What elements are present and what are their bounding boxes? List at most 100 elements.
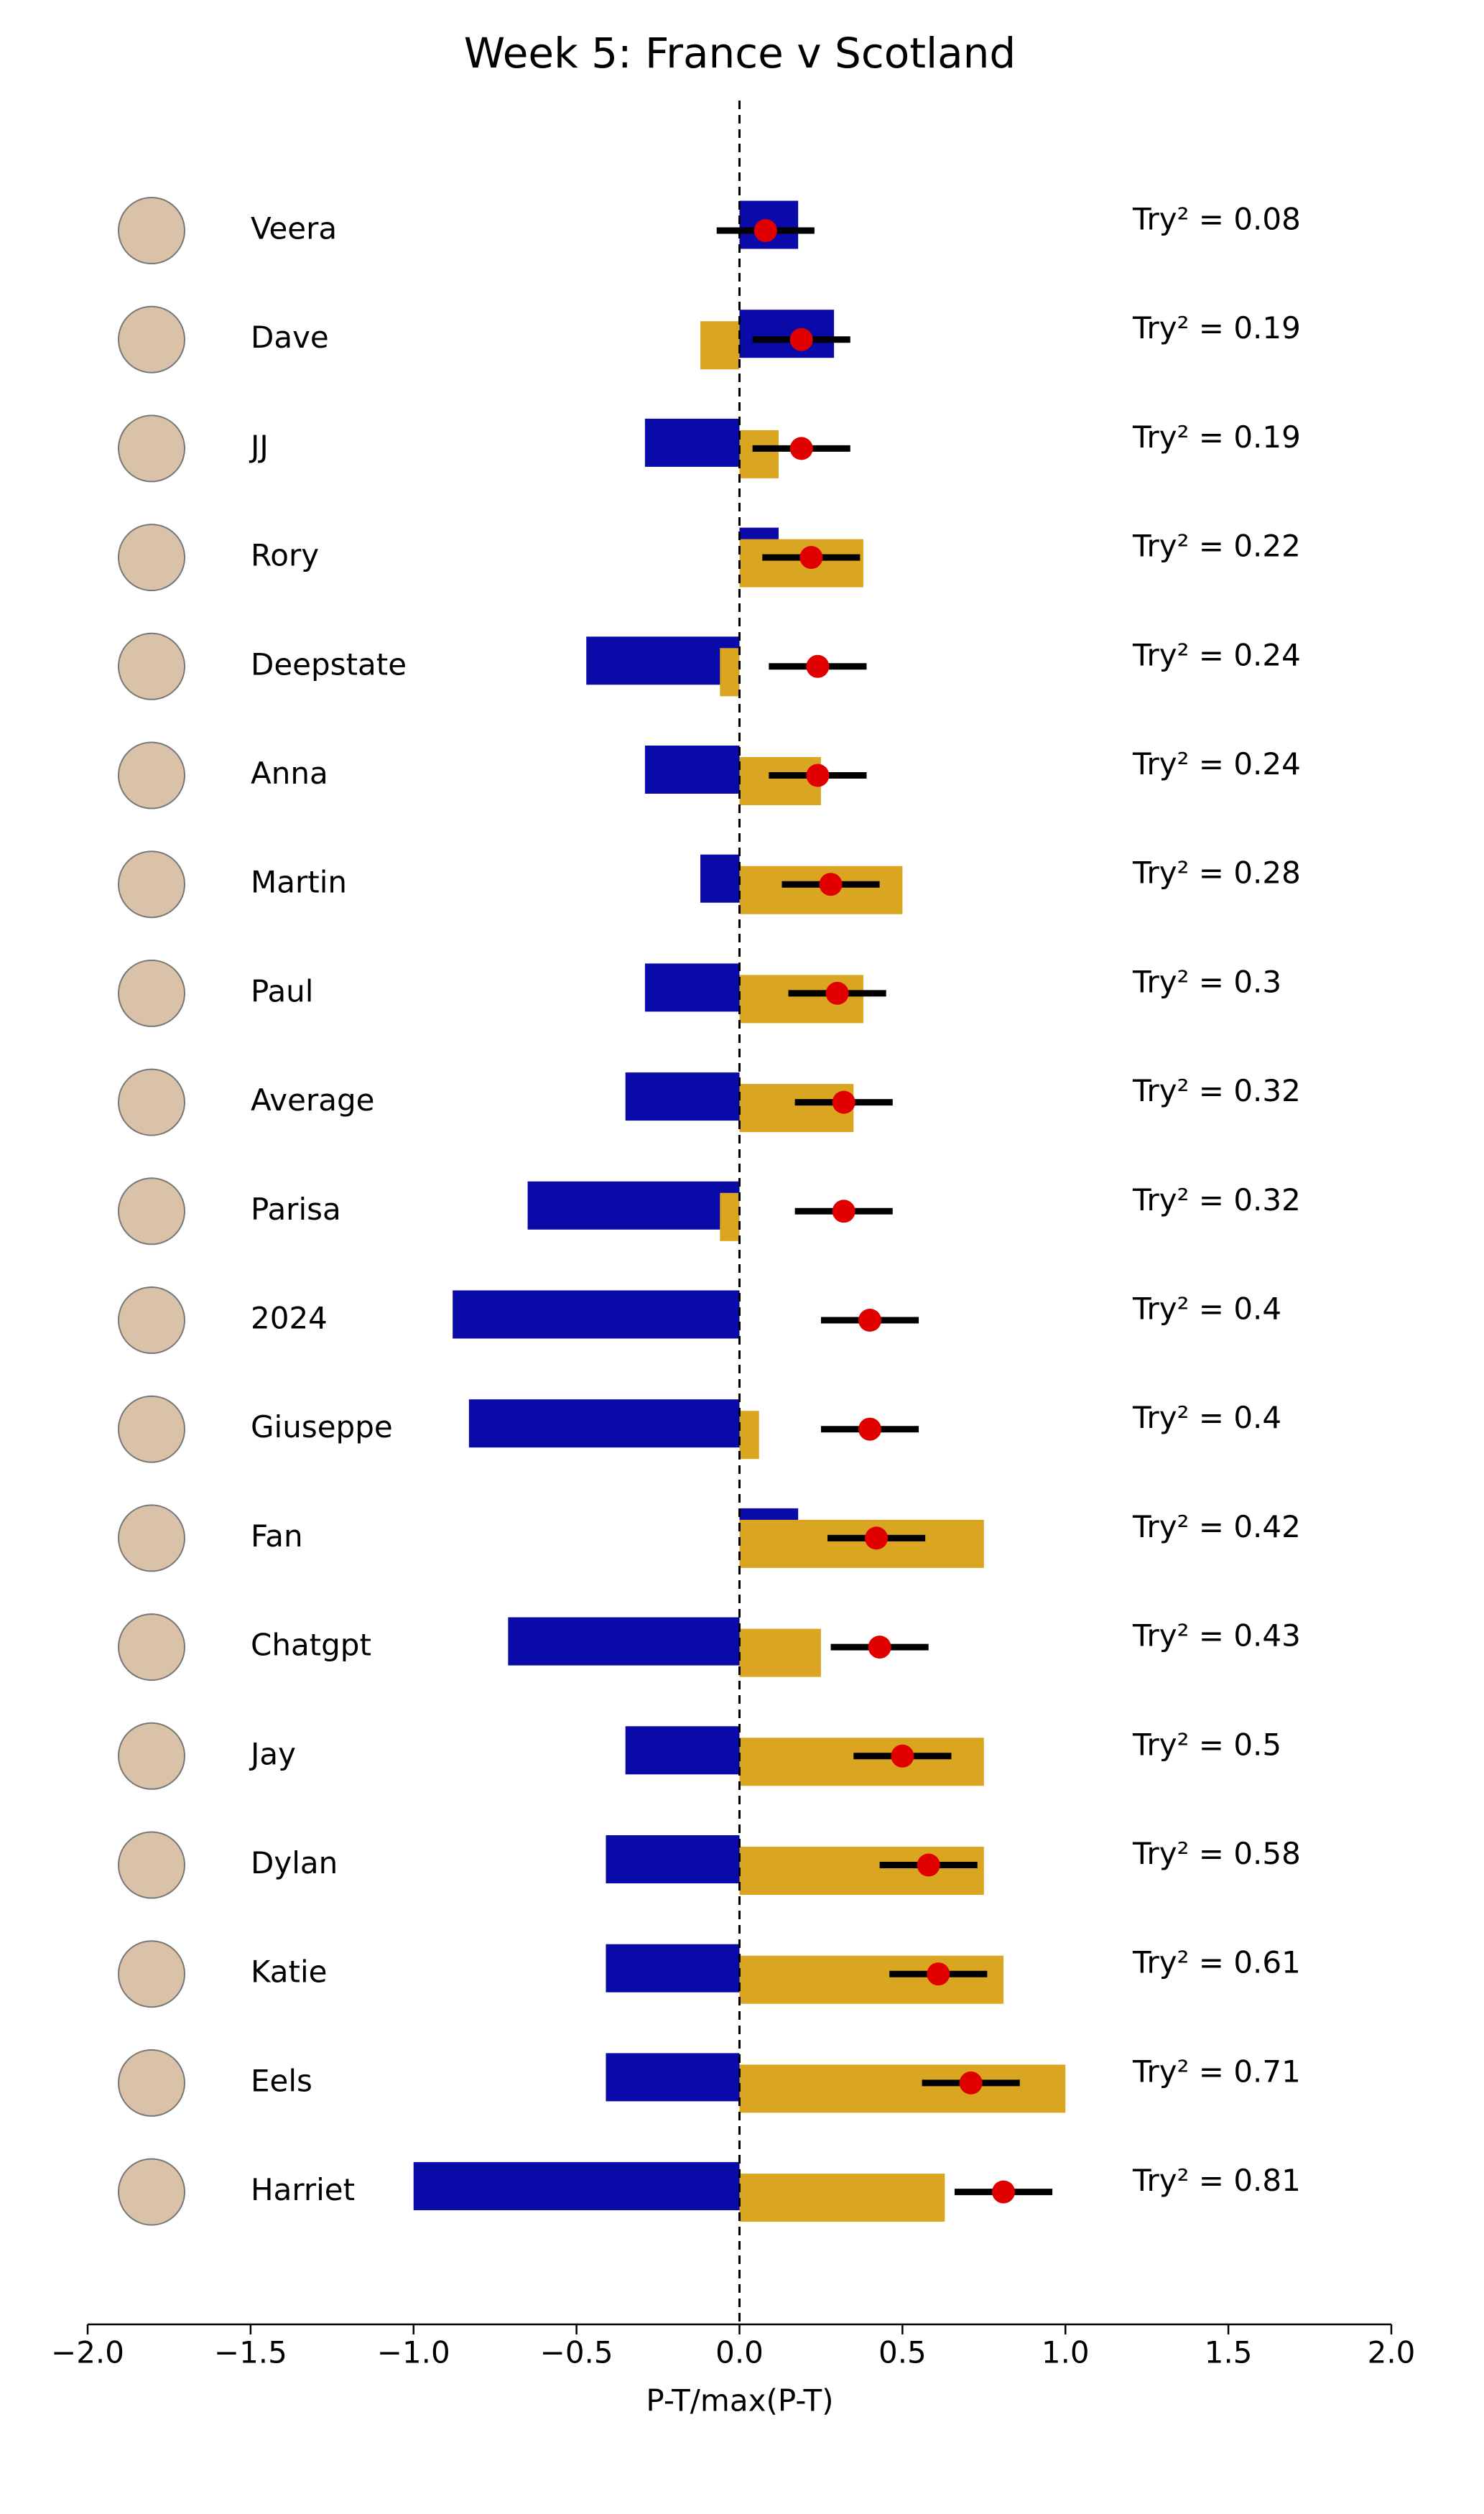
bar <box>739 310 835 358</box>
bar <box>739 757 821 805</box>
avatar <box>118 850 185 919</box>
avatar <box>118 2049 185 2117</box>
avatar <box>118 1177 185 1246</box>
bar <box>644 746 740 794</box>
avatar <box>118 1940 185 2008</box>
category-label: Dylan <box>251 1845 338 1880</box>
avatar <box>118 197 185 264</box>
x-tick-label: 0.0 <box>715 2335 764 2370</box>
bar <box>739 2064 1066 2113</box>
bar <box>625 1726 740 1775</box>
bar <box>739 1847 984 1895</box>
value-label: Try² = 0.4 <box>1132 1400 1281 1435</box>
point <box>806 764 830 787</box>
point <box>819 873 843 896</box>
value-label: Try² = 0.24 <box>1132 637 1301 672</box>
x-tick-label: 2.0 <box>1368 2335 1416 2370</box>
point <box>832 1200 855 1223</box>
category-label: Dave <box>251 320 329 355</box>
bar <box>644 963 740 1012</box>
bar <box>606 1944 740 1993</box>
bar <box>739 1628 821 1677</box>
category-label: Giuseppe <box>251 1409 393 1444</box>
category-label: Parisa <box>251 1192 341 1227</box>
category-label: Anna <box>251 756 328 791</box>
x-tick-label: 1.0 <box>1042 2335 1090 2370</box>
x-tick-label: −1.0 <box>377 2335 450 2370</box>
category-label: Average <box>251 1082 374 1118</box>
avatar <box>118 1286 185 1354</box>
avatar <box>118 1504 185 1572</box>
bar <box>453 1290 740 1339</box>
avatar <box>118 524 185 592</box>
avatar <box>118 1395 185 1463</box>
category-label: Martin <box>251 865 347 900</box>
point <box>825 981 849 1005</box>
value-label: Try² = 0.08 <box>1132 202 1301 237</box>
value-label: Try² = 0.19 <box>1132 310 1301 345</box>
value-label: Try² = 0.5 <box>1132 1727 1281 1762</box>
point <box>753 219 777 242</box>
category-label: Deepstate <box>251 646 407 682</box>
point <box>789 437 813 460</box>
bar <box>586 636 740 685</box>
bar <box>700 854 740 903</box>
avatar <box>118 2158 185 2226</box>
chart-title: Week 5: France v Scotland <box>464 29 1016 78</box>
value-label: Try² = 0.81 <box>1132 2163 1301 2198</box>
avatar <box>118 741 185 810</box>
avatar <box>118 1613 185 1682</box>
bar <box>644 418 740 467</box>
category-label: Paul <box>251 973 313 1008</box>
bar <box>720 1192 740 1241</box>
point <box>832 1090 855 1114</box>
bar <box>720 648 740 697</box>
category-label: Rory <box>251 538 319 573</box>
x-tick-label: 1.5 <box>1205 2335 1253 2370</box>
avatar <box>118 1068 185 1136</box>
point <box>789 328 813 351</box>
bar <box>468 1399 740 1448</box>
avatar <box>118 1722 185 1790</box>
value-label: Try² = 0.19 <box>1132 419 1301 455</box>
value-label: Try² = 0.28 <box>1132 855 1301 891</box>
value-label: Try² = 0.58 <box>1132 1836 1301 1871</box>
point <box>992 2180 1016 2204</box>
category-label: Harriet <box>251 2172 355 2207</box>
point <box>858 1417 881 1441</box>
category-label: 2024 <box>251 1301 328 1336</box>
category-label: Jay <box>249 1736 296 1771</box>
avatar <box>118 959 185 1027</box>
x-tick-label: −0.5 <box>540 2335 613 2370</box>
bar <box>606 1835 740 1883</box>
point <box>865 1526 889 1550</box>
bar <box>739 1411 759 1460</box>
category-label: JJ <box>249 429 269 464</box>
value-label: Try² = 0.22 <box>1132 529 1301 564</box>
value-label: Try² = 0.32 <box>1132 1182 1301 1217</box>
category-label: Fan <box>251 1518 303 1554</box>
value-label: Try² = 0.4 <box>1132 1291 1281 1327</box>
point <box>868 1636 891 1659</box>
avatar <box>118 305 185 374</box>
point <box>927 1962 950 1986</box>
point <box>891 1744 914 1768</box>
bar <box>606 2053 740 2102</box>
category-label: Eels <box>251 2063 312 2098</box>
avatar <box>118 632 185 700</box>
value-label: Try² = 0.24 <box>1132 746 1301 781</box>
value-label: Try² = 0.32 <box>1132 1073 1301 1108</box>
avatar <box>118 1831 185 1899</box>
point <box>917 1853 940 1877</box>
value-label: Try² = 0.42 <box>1132 1509 1301 1544</box>
x-axis-label: P-T/max(P-T) <box>646 2383 833 2418</box>
value-label: Try² = 0.71 <box>1132 2054 1301 2089</box>
value-label: Try² = 0.61 <box>1132 1945 1301 1980</box>
bar <box>739 1738 984 1786</box>
avatar <box>118 414 185 483</box>
point <box>959 2071 983 2095</box>
value-label: Try² = 0.3 <box>1132 964 1281 999</box>
value-label: Try² = 0.43 <box>1132 1618 1301 1653</box>
